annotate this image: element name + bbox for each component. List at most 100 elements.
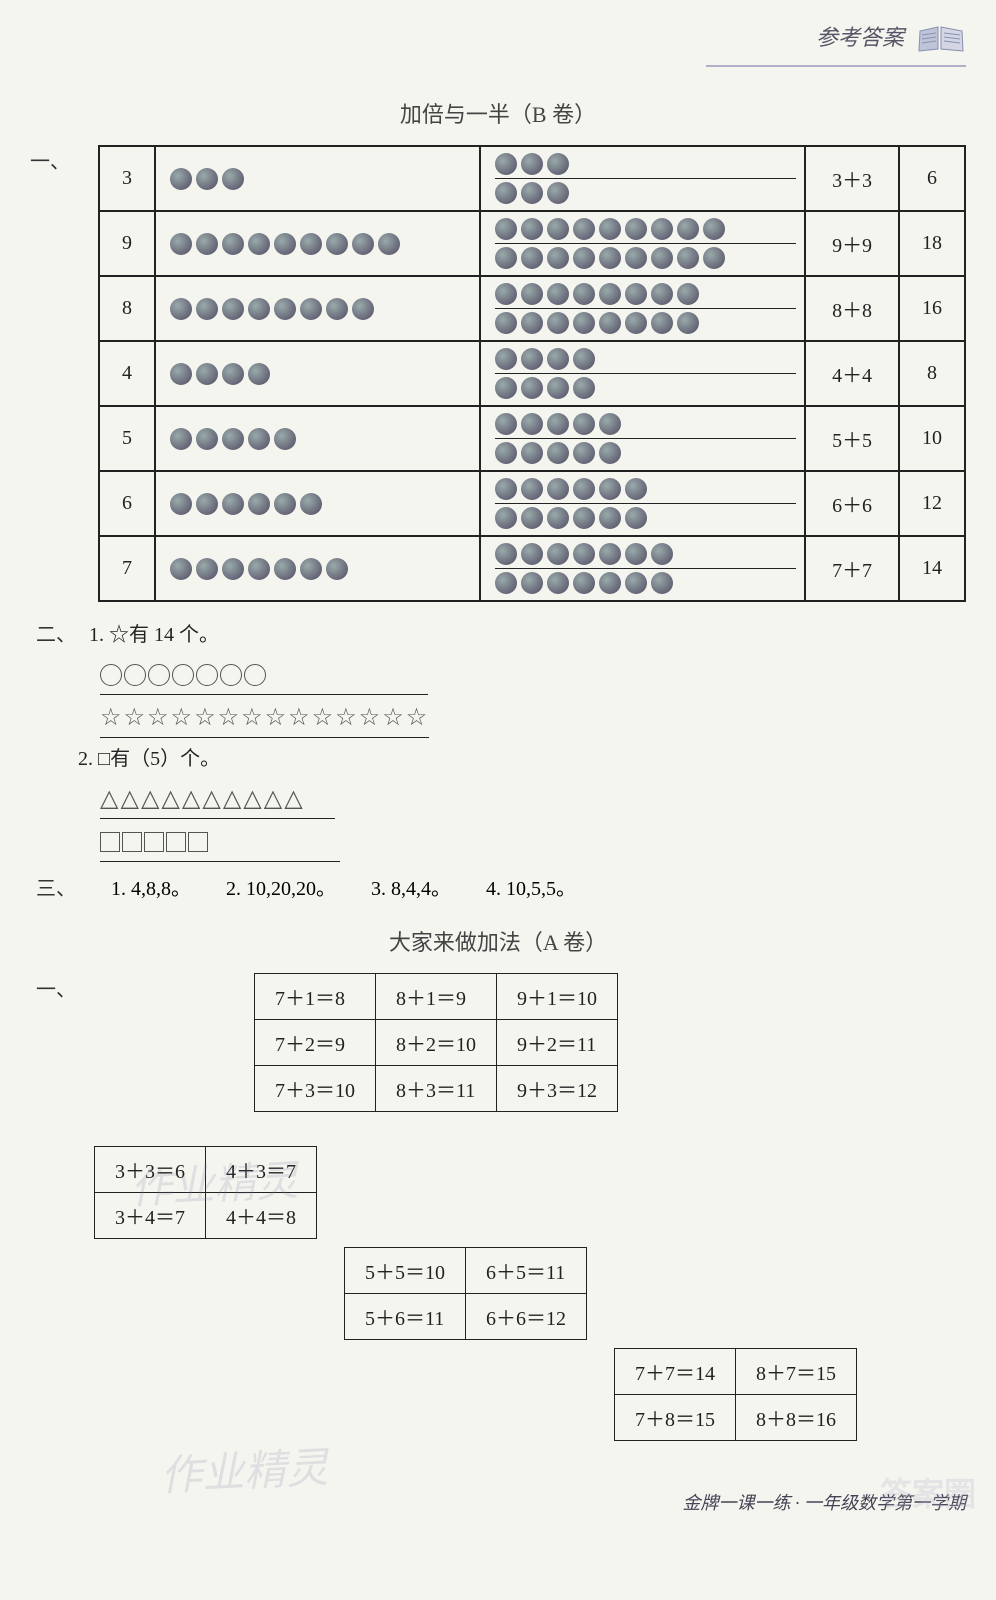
cell-equation: 6＋6＝12 <box>466 1294 587 1340</box>
section-2: 二、 1. ☆有 14 个。 ☆☆☆☆☆☆☆☆☆☆☆☆☆☆ 2. □有（5）个。… <box>36 616 966 862</box>
cell-dots-single <box>155 536 480 601</box>
table-row: 3＋4＝74＋4＝8 <box>95 1193 317 1239</box>
cell-dots-single <box>155 341 480 406</box>
cell-expression: 7＋7 <box>805 536 899 601</box>
cell-dots-double <box>480 406 805 471</box>
cell-expression: 6＋6 <box>805 471 899 536</box>
cell-result: 16 <box>899 276 965 341</box>
cell-equation: 7＋8＝15 <box>615 1395 736 1441</box>
cell-dots-single <box>155 471 480 536</box>
cell-equation: 7＋1＝8 <box>255 974 376 1020</box>
sec2-item2-text: 2. □有（5）个。 <box>78 748 220 770</box>
cell-expression: 4＋4 <box>805 341 899 406</box>
addition-table-4: 7＋7＝148＋7＝157＋8＝158＋8＝16 <box>614 1348 857 1441</box>
table-row: 7＋1＝88＋1＝99＋1＝10 <box>255 974 618 1020</box>
cell-dots-single <box>155 211 480 276</box>
cell-equation: 3＋4＝7 <box>95 1193 206 1239</box>
stars-row: ☆☆☆☆☆☆☆☆☆☆☆☆☆☆ <box>100 697 429 738</box>
table-row: 5＋6＝116＋6＝12 <box>345 1294 587 1340</box>
cell-equation: 4＋4＝8 <box>206 1193 317 1239</box>
cell-result: 6 <box>899 146 965 211</box>
section-a-title: 大家来做加法（A 卷） <box>30 925 966 957</box>
cell-equation: 8＋3＝11 <box>376 1066 497 1112</box>
cell-equation: 7＋7＝14 <box>615 1349 736 1395</box>
cell-number: 4 <box>99 341 155 406</box>
table-row: 4 4＋48 <box>99 341 965 406</box>
cell-equation: 3＋3＝6 <box>95 1147 206 1193</box>
cell-equation: 9＋3＝12 <box>497 1066 618 1112</box>
addition-table-2: 3＋3＝64＋3＝73＋4＝74＋4＝8 <box>94 1146 317 1239</box>
cell-dots-single <box>155 276 480 341</box>
page-header: 参考答案 <box>30 20 966 67</box>
table-row: 5＋5＝106＋5＝11 <box>345 1248 587 1294</box>
page-footer: 金牌一课一练 · 一年级数学第一学期 <box>30 1489 966 1515</box>
cell-result: 18 <box>899 211 965 276</box>
cell-number: 9 <box>99 211 155 276</box>
cell-dots-single <box>155 406 480 471</box>
cell-equation: 5＋5＝10 <box>345 1248 466 1294</box>
cell-dots-double <box>480 146 805 211</box>
section-a1-mark: 一、 <box>36 973 76 1002</box>
cell-equation: 8＋1＝9 <box>376 974 497 1020</box>
cell-number: 7 <box>99 536 155 601</box>
cell-expression: 8＋8 <box>805 276 899 341</box>
cell-dots-single <box>155 146 480 211</box>
table-row: 7＋2＝98＋2＝109＋2＝11 <box>255 1020 618 1066</box>
table-row: 8 8＋816 <box>99 276 965 341</box>
addition-table-3: 5＋5＝106＋5＝115＋6＝116＋6＝12 <box>344 1247 587 1340</box>
cell-equation: 5＋6＝11 <box>345 1294 466 1340</box>
table-row: 7＋3＝108＋3＝119＋3＝12 <box>255 1066 618 1112</box>
cell-equation: 8＋7＝15 <box>736 1349 857 1395</box>
sec3-item: 2. 10,20,20。 <box>226 878 336 900</box>
table-row: 7＋8＝158＋8＝16 <box>615 1395 857 1441</box>
cell-dots-double <box>480 211 805 276</box>
cell-equation: 9＋1＝10 <box>497 974 618 1020</box>
section-1-mark: 一、 <box>30 145 70 174</box>
cell-result: 14 <box>899 536 965 601</box>
section-3-mark: 三、 <box>36 878 76 900</box>
cell-number: 5 <box>99 406 155 471</box>
sec3-item: 1. 4,8,8。 <box>111 878 191 900</box>
cell-result: 8 <box>899 341 965 406</box>
squares-row <box>100 821 340 862</box>
table-row: 6 6＋612 <box>99 471 965 536</box>
double-half-table: 33＋3699＋91888＋81644＋4855＋51066＋61277＋714 <box>98 145 966 602</box>
addition-table-1: 7＋1＝88＋1＝99＋1＝107＋2＝98＋2＝109＋2＝117＋3＝108… <box>254 973 618 1112</box>
cell-number: 6 <box>99 471 155 536</box>
page-root: 参考答案 加倍与一半（B 卷） 一、 33＋3699＋91888＋81644＋4… <box>0 0 996 1555</box>
cell-expression: 5＋5 <box>805 406 899 471</box>
triangles-row: △△△△△△△△△△ <box>100 778 335 819</box>
section-b-title: 加倍与一半（B 卷） <box>30 97 966 129</box>
cell-dots-double <box>480 341 805 406</box>
table-row: 9 9＋918 <box>99 211 965 276</box>
cell-dots-double <box>480 471 805 536</box>
cell-equation: 8＋2＝10 <box>376 1020 497 1066</box>
book-icon <box>916 21 966 61</box>
cell-equation: 7＋3＝10 <box>255 1066 376 1112</box>
sec3-item: 3. 8,4,4。 <box>371 878 451 900</box>
sec3-item: 4. 10,5,5。 <box>486 878 576 900</box>
cell-equation: 6＋5＝11 <box>466 1248 587 1294</box>
header-title: 参考答案 <box>816 25 904 50</box>
cell-dots-double <box>480 276 805 341</box>
circles-row <box>100 654 428 695</box>
section-2-mark: 二、 <box>36 624 76 646</box>
cell-expression: 3＋3 <box>805 146 899 211</box>
table-row: 7＋7＝148＋7＝15 <box>615 1349 857 1395</box>
cell-equation: 9＋2＝11 <box>497 1020 618 1066</box>
cell-equation: 8＋8＝16 <box>736 1395 857 1441</box>
cell-result: 12 <box>899 471 965 536</box>
section-3: 三、 1. 4,8,8。 2. 10,20,20。 3. 8,4,4。 4. 1… <box>36 872 966 901</box>
cell-number: 3 <box>99 146 155 211</box>
table-row: 3＋3＝64＋3＝7 <box>95 1147 317 1193</box>
cell-equation: 7＋2＝9 <box>255 1020 376 1066</box>
sec2-item1-text: 1. ☆有 14 个。 <box>89 624 219 646</box>
table-row: 5 5＋510 <box>99 406 965 471</box>
table-row: 3 3＋36 <box>99 146 965 211</box>
cell-expression: 9＋9 <box>805 211 899 276</box>
cell-equation: 4＋3＝7 <box>206 1147 317 1193</box>
cell-dots-double <box>480 536 805 601</box>
cell-result: 10 <box>899 406 965 471</box>
table-row: 7 7＋714 <box>99 536 965 601</box>
cell-number: 8 <box>99 276 155 341</box>
